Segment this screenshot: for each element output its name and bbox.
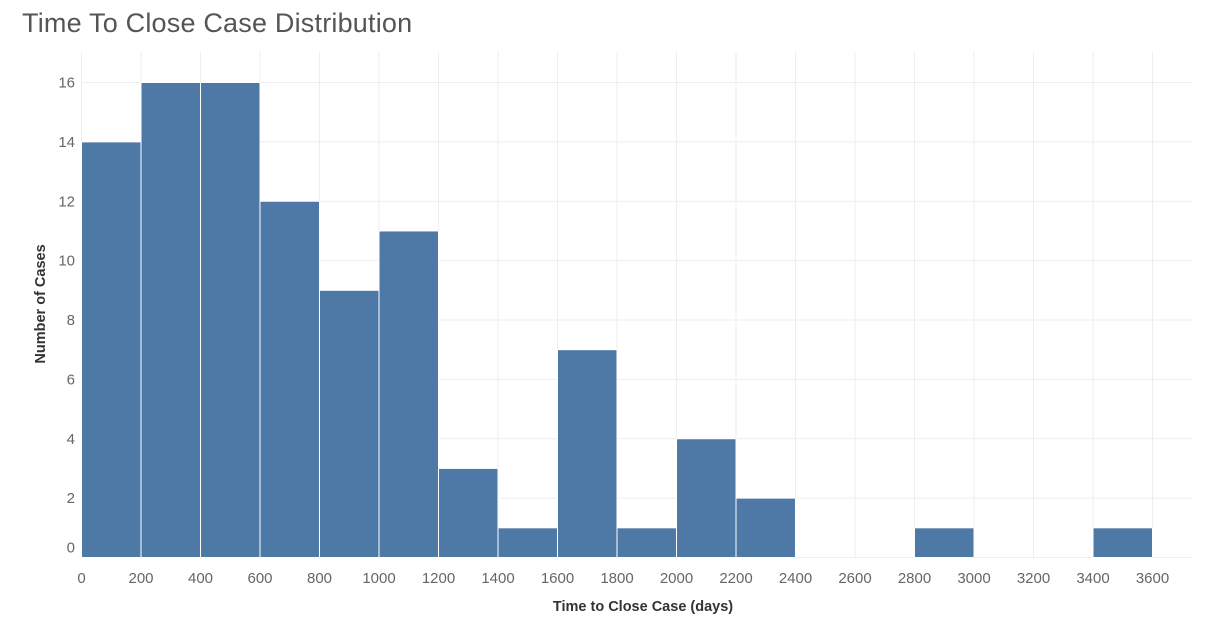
x-tick-label: 800 bbox=[307, 570, 332, 587]
histogram-bar bbox=[200, 82, 261, 558]
x-tick-label: 0 bbox=[77, 570, 85, 587]
x-tick-label: 2600 bbox=[838, 570, 871, 587]
x-tick-label: 200 bbox=[128, 570, 153, 587]
histogram-bar bbox=[259, 200, 320, 558]
y-tick-label: 0 bbox=[67, 540, 75, 557]
y-tick-label: 2 bbox=[67, 490, 75, 507]
x-tick-label: 1200 bbox=[422, 570, 455, 587]
x-tick-label: 3400 bbox=[1076, 570, 1109, 587]
y-tick-label: 6 bbox=[67, 371, 75, 388]
y-tick-label: 8 bbox=[67, 312, 75, 329]
histogram-bar bbox=[676, 438, 737, 558]
histogram-bar bbox=[557, 349, 618, 558]
histogram-bar bbox=[81, 141, 142, 558]
x-tick-label: 3000 bbox=[957, 570, 990, 587]
histogram-bar bbox=[378, 230, 439, 558]
x-tick-label: 3600 bbox=[1136, 570, 1169, 587]
y-axis-ticks: 0 2 4 6 8 10 12 14 16 bbox=[58, 75, 75, 557]
x-tick-label: 3200 bbox=[1017, 570, 1050, 587]
x-tick-label: 1000 bbox=[362, 570, 395, 587]
y-tick-label: 16 bbox=[58, 75, 75, 92]
histogram-bar bbox=[1092, 527, 1153, 558]
histogram-bar bbox=[735, 497, 796, 558]
x-tick-label: 600 bbox=[247, 570, 272, 587]
histogram-bar bbox=[914, 527, 975, 558]
x-tick-label: 2000 bbox=[660, 570, 693, 587]
histogram-bar bbox=[319, 289, 380, 558]
y-tick-label: 14 bbox=[58, 134, 75, 151]
chart-title: Time To Close Case Distribution bbox=[22, 8, 413, 38]
x-tick-label: 2200 bbox=[719, 570, 752, 587]
y-tick-label: 10 bbox=[58, 253, 75, 270]
bars-group bbox=[81, 82, 1153, 558]
y-axis-title: Number of Cases bbox=[33, 244, 49, 363]
x-axis-title: Time to Close Case (days) bbox=[553, 599, 733, 615]
y-tick-label: 12 bbox=[58, 193, 75, 210]
y-tick-label: 4 bbox=[67, 431, 75, 448]
histogram-bar bbox=[438, 467, 499, 558]
histogram-bar bbox=[616, 527, 677, 558]
x-tick-label: 1400 bbox=[481, 570, 514, 587]
x-axis-ticks: 0 200 400 600 800 1000 1200 1400 1600 1800 2000 220… bbox=[77, 570, 1169, 587]
x-tick-label: 2800 bbox=[898, 570, 931, 587]
x-tick-label: 400 bbox=[188, 570, 213, 587]
x-tick-label: 2400 bbox=[779, 570, 812, 587]
histogram-bar bbox=[140, 82, 201, 558]
histogram-bar bbox=[497, 527, 558, 558]
x-tick-label: 1800 bbox=[600, 570, 633, 587]
x-tick-label: 1600 bbox=[541, 570, 574, 587]
